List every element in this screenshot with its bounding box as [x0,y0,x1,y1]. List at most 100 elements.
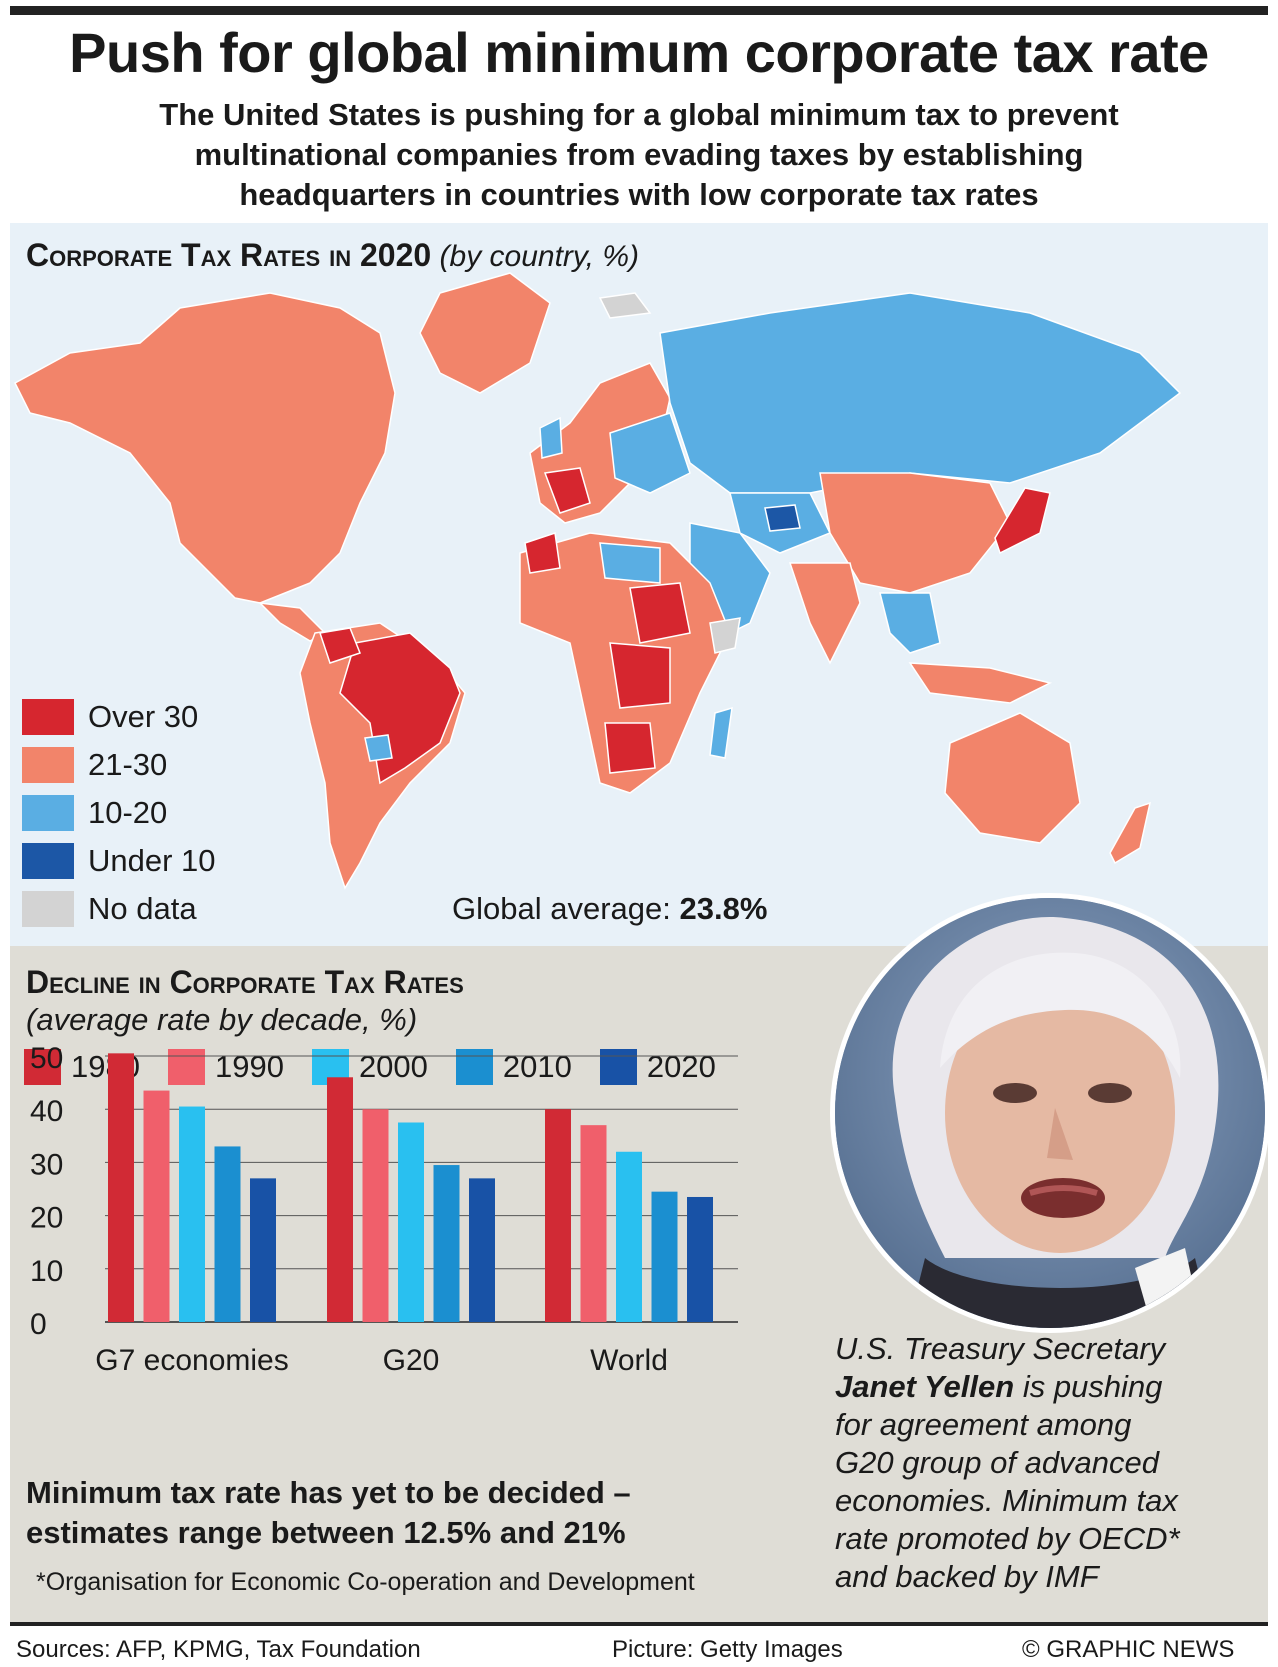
page-subtitle: The United States is pushing for a globa… [60,95,1218,215]
y-tick-label: 20 [30,1202,63,1235]
caption-line: economies. Minimum tax [835,1483,1178,1518]
legend-item: Over 30 [22,693,216,741]
legend-label: No data [88,891,197,926]
series-swatch [24,1049,61,1085]
legend-swatch [22,699,74,735]
x-category-label: World [590,1344,668,1377]
page-title: Push for global minimum corporate tax ra… [69,21,1209,84]
map-north-america [14,292,396,604]
bar [469,1178,495,1322]
photo-caption: U.S. Treasury Secretary Janet Yellen is … [835,1330,1265,1596]
footnote: *Organisation for Economic Co-operation … [36,1568,695,1596]
y-tick-label: 10 [30,1255,63,1288]
subtitle-line: multinational companies from evading tax… [194,137,1084,172]
portrait-photo [830,893,1270,1333]
map-indonesia [908,662,1053,704]
series-legend-item: 1990 [167,1049,284,1085]
map-heading-title: Corporate Tax Rates in 2020 [26,237,432,273]
bar [108,1053,134,1322]
map-brazil [339,632,461,785]
chart-title: Decline in Corporate Tax Rates [26,964,464,1000]
legend-item: 10-20 [22,789,216,837]
bottom-rule [10,1622,1268,1626]
y-tick-label: 50 [30,1042,63,1075]
bar [179,1106,205,1322]
series-legend-item: 2020 [599,1049,716,1085]
portrait-illustration [835,898,1265,1328]
map-no-data-region [598,292,652,319]
series-legend: 1980 1990 2000 2010 2020 [24,1049,744,1085]
map-russia [659,292,1182,494]
bar [362,1109,389,1322]
bar [250,1178,276,1322]
bar [545,1109,571,1322]
map-uzbekistan [764,504,801,532]
legend-swatch [22,747,74,783]
bar [616,1151,642,1322]
series-swatch [167,1049,205,1085]
chart-subtitle: (average rate by decade, %) [26,1002,418,1037]
map-madagascar [709,706,733,759]
chart-note: Minimum tax rate has yet to be decided –… [26,1473,766,1553]
x-category-label: G7 economies [95,1344,288,1377]
global-average: Global average: 23.8% [452,891,767,927]
map-legend: Over 30 21-30 10-20 Under 10 No data [22,693,216,933]
map-no-data-region [709,617,741,654]
legend-label: 10-20 [88,795,168,830]
y-tick-label: 0 [30,1308,47,1341]
subtitle-line: The United States is pushing for a globa… [159,97,1119,132]
map-venezuela [319,627,361,664]
map-uk-ireland [539,416,563,459]
map-central-africa [609,642,671,709]
map-angola-zambia [604,722,656,774]
bar [214,1146,241,1322]
bar [143,1090,170,1322]
series-label: 2020 [646,1049,716,1084]
series-label: 2010 [502,1049,572,1084]
top-rule [10,6,1268,15]
bar [651,1191,678,1322]
map-morocco [524,532,561,574]
map-greenland [419,272,551,394]
picture-credit: Picture: Getty Images [612,1636,843,1663]
series-label: 2000 [358,1049,428,1084]
map-heading: Corporate Tax Rates in 2020 (by country,… [26,237,639,274]
series-legend-item: 2010 [455,1049,572,1085]
bar [433,1165,460,1322]
caption-line-rest: is pushing [1014,1369,1163,1404]
map-france [543,467,591,514]
bar [687,1196,713,1322]
caption-line: and backed by IMF [835,1559,1099,1594]
legend-swatch [22,891,74,927]
world-map [14,272,1182,890]
legend-label: Under 10 [88,843,216,878]
caption-line: U.S. Treasury Secretary [835,1331,1166,1366]
x-category-label: G20 [383,1344,440,1377]
caption-line: for agreement among [835,1407,1132,1442]
y-tick-label: 30 [30,1148,63,1181]
legend-label: 21-30 [88,747,168,782]
copyright: © GRAPHIC NEWS [1022,1636,1235,1663]
legend-swatch [22,843,74,879]
y-tick-label: 40 [30,1095,63,1128]
bar [580,1125,607,1322]
map-china [819,472,1011,594]
subtitle-line: headquarters in countries with low corpo… [239,177,1039,212]
legend-label: Over 30 [88,699,199,734]
map-australia [944,712,1081,844]
map-heading-unit: (by country, %) [439,240,640,273]
map-sudan [629,582,691,644]
series-label: 1990 [214,1049,284,1084]
map-libya-egypt [599,542,661,584]
map-eastern-europe [609,412,691,494]
legend-item: 21-30 [22,741,216,789]
caption-name: Janet Yellen [835,1369,1015,1404]
map-paraguay [364,734,393,762]
series-swatch [455,1049,493,1085]
legend-swatch [22,795,74,831]
chart-note-line: estimates range between 12.5% and 21% [26,1515,626,1550]
legend-item: Under 10 [22,837,216,885]
caption-line: Janet Yellen is pushing [835,1368,1265,1406]
series-swatch [599,1049,637,1085]
map-new-zealand [1109,801,1152,865]
